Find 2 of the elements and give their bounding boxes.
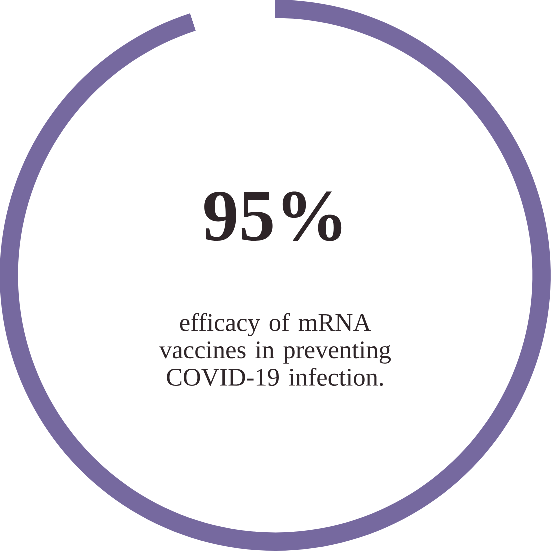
data-label: 95% [204, 192, 342, 242]
text: efficacy of mRNA vaccines in preventing COVID-19 infection. [160, 313, 392, 386]
